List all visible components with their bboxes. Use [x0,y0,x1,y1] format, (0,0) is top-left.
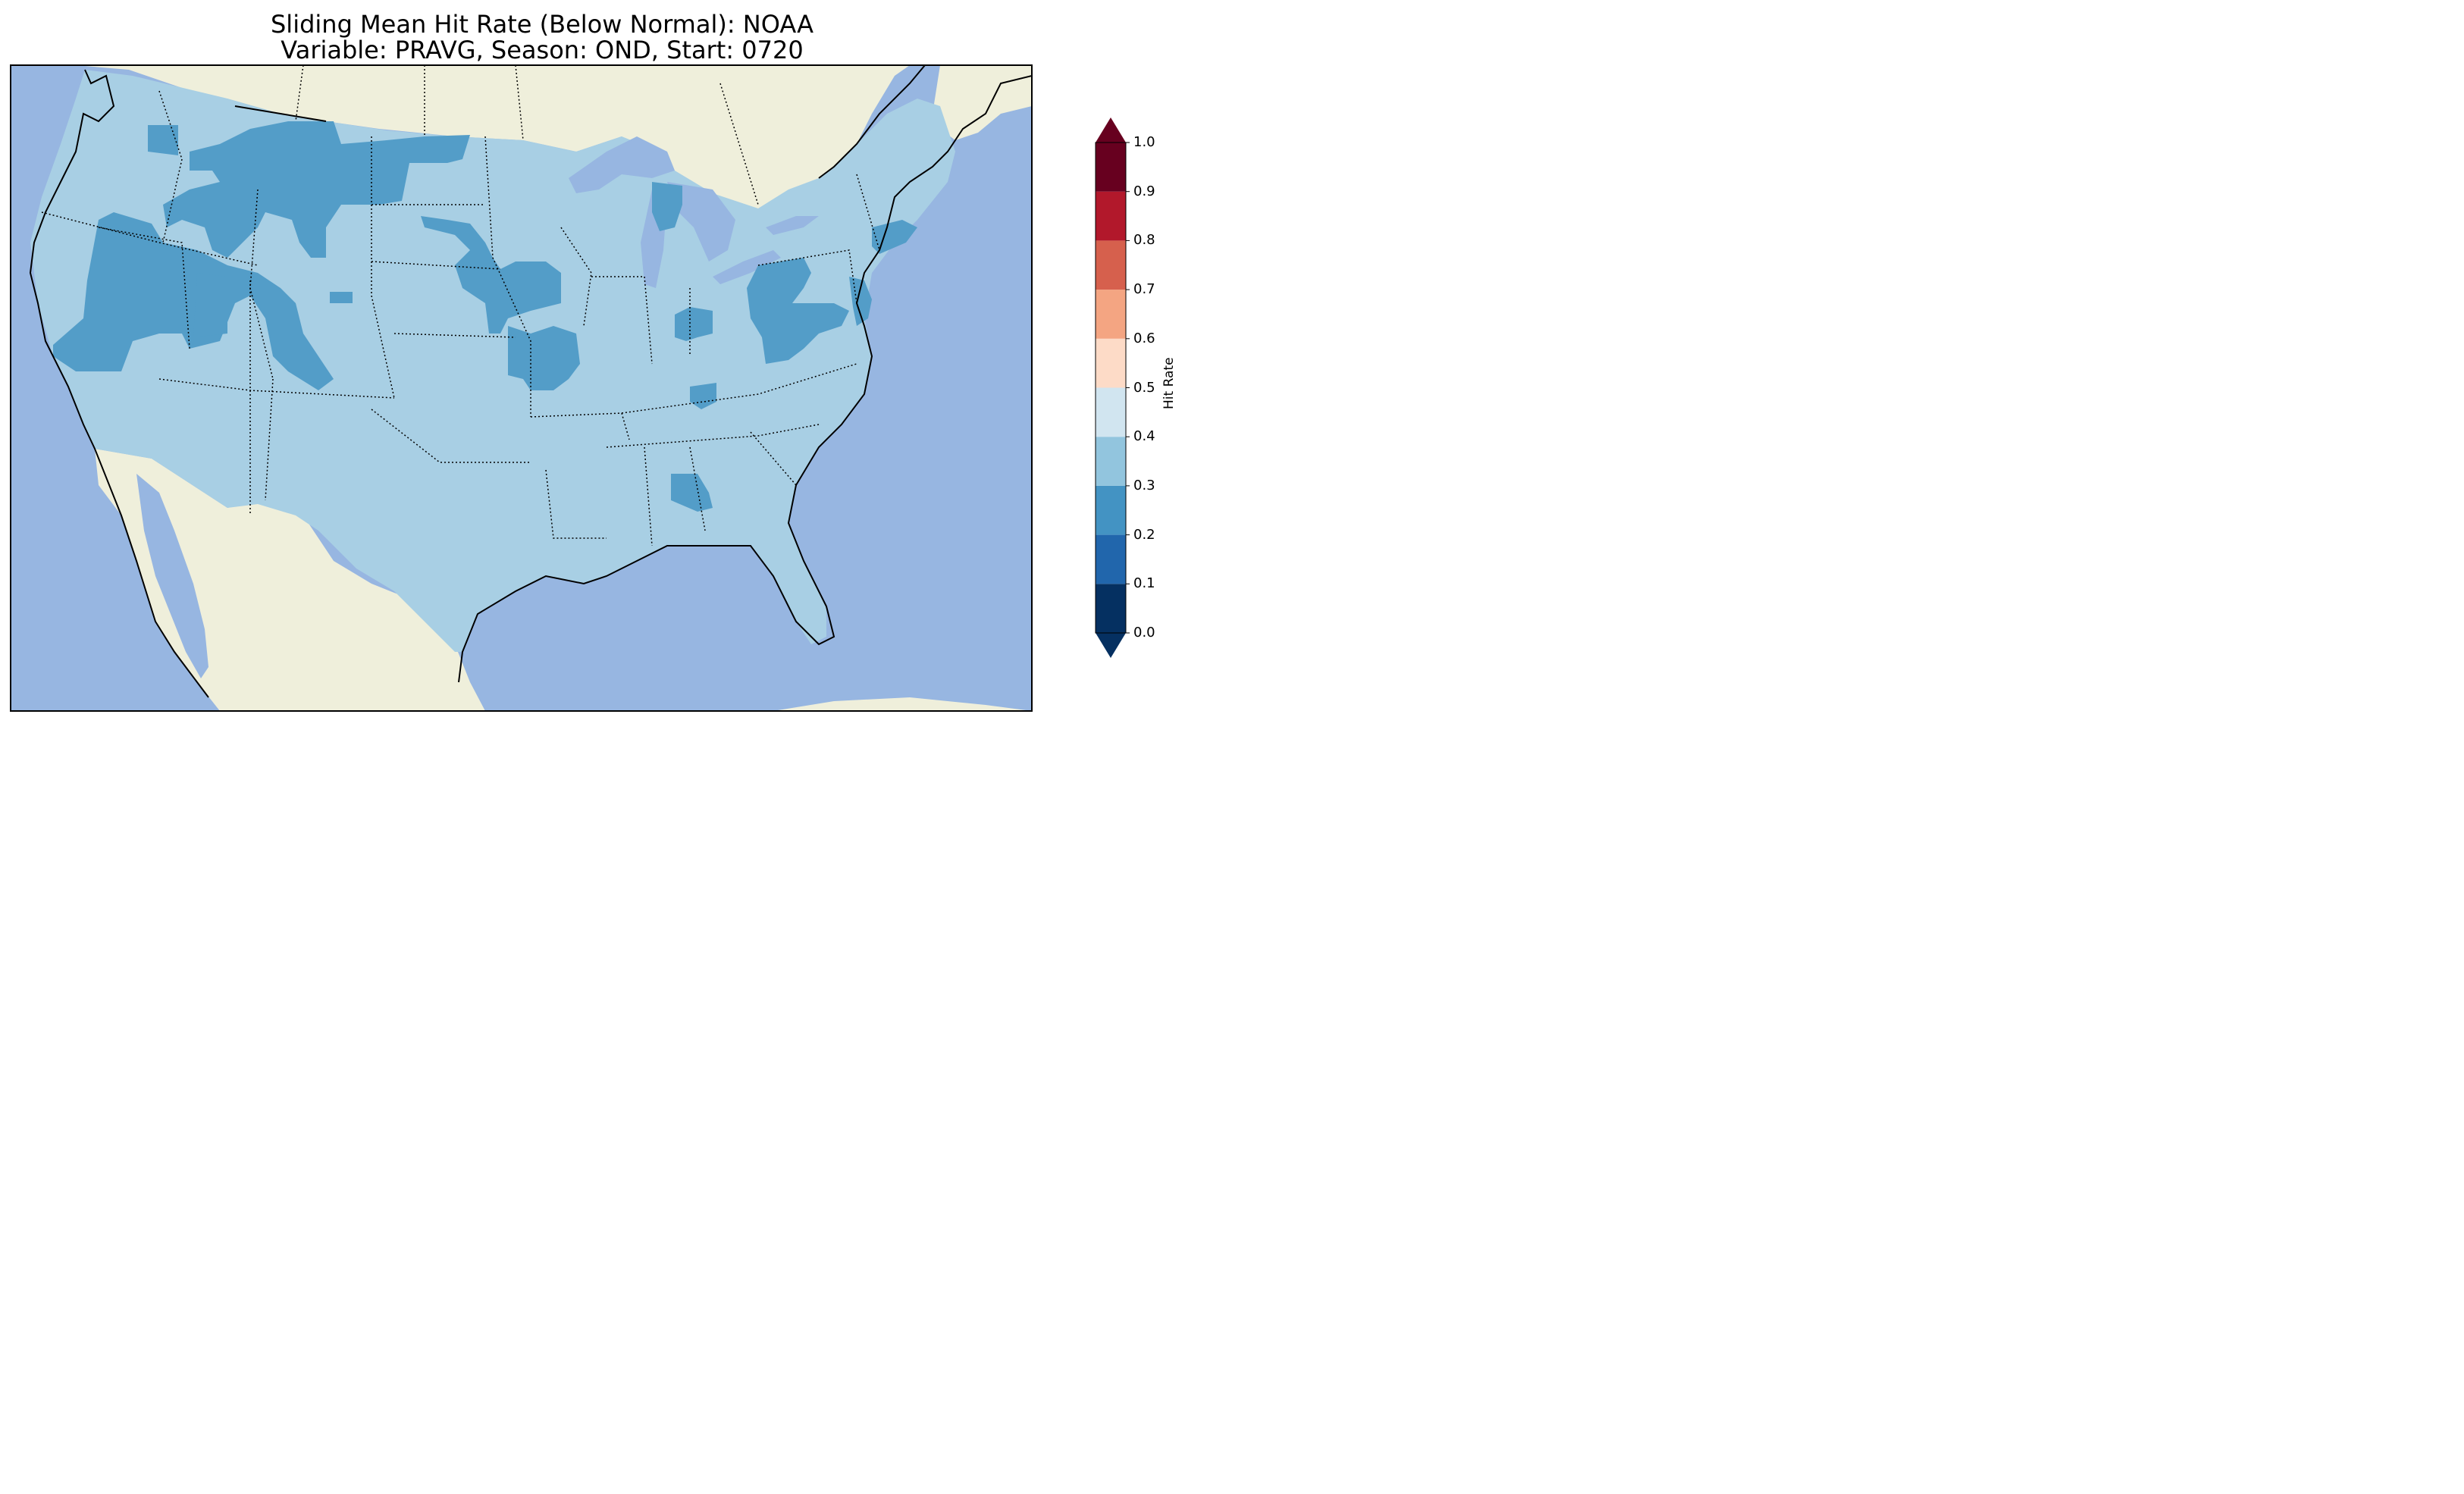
region-new-jersey [849,277,872,326]
region-utah-patch [193,273,227,337]
colorbar-bin-0.3-0.4 [1096,437,1126,486]
colorbar-bin-0.7-0.8 [1096,240,1126,290]
colorbar-bin-0.1-0.2 [1096,534,1126,584]
region-pennsylvania [747,258,849,364]
colorbar-tick-label: 0.0 [1133,625,1155,641]
lake-huron [667,182,735,262]
colorbar-frame [1095,142,1127,634]
colorbar-tick-label: 0.6 [1133,330,1155,346]
colorbar-bin-0.2-0.3 [1096,485,1126,535]
lake-ontario [766,216,819,235]
lake-superior [569,136,675,193]
colorbar-tick-label: 0.9 [1133,183,1155,199]
colorbar-label: Hit Rate [1161,357,1177,409]
region-ohio-patch [675,307,713,341]
colorbar-bin-0.0-0.1 [1096,584,1126,633]
colorbar-bin-0.5-0.6 [1096,338,1126,388]
colorbar-bin-0.6-0.7 [1096,290,1126,339]
region-new-england [872,220,917,254]
lake-erie [713,250,781,284]
state-borders [41,65,880,547]
region-alabama [671,474,713,512]
colorbar-tick-label: 0.7 [1133,281,1155,298]
colorbar-tick-label: 0.1 [1133,575,1155,592]
colorbar-extend-min [1096,633,1126,658]
colorbar [1095,117,1130,658]
region-michigan-patch [652,182,682,231]
region-kentucky-patch [690,383,716,409]
map-frame [10,64,1033,712]
us-map [10,64,1033,712]
cuba-land [773,697,1032,711]
colorbar-bin-0.4-0.5 [1096,387,1126,437]
maritimes-land [933,65,1032,140]
colorbar-tick-label: 0.3 [1133,477,1155,493]
map-title-line-2: Variable: PRAVG, Season: OND, Start: 072… [281,36,804,64]
region-montana [163,121,470,258]
region-great-basin [53,212,334,390]
colorbar-bin-0.9-1.0 [1096,143,1126,192]
colorbar-extend-max [1096,117,1126,143]
map-title-line-1: Sliding Mean Hit Rate (Below Normal): NO… [270,10,814,39]
region-idaho-patch [148,125,178,155]
region-colorado-patch [330,292,353,303]
colorbar-tick-label: 0.8 [1133,232,1155,249]
hit-rate-0-2-regions [53,121,917,512]
region-kansas [508,326,580,390]
colorbar-tick-label: 1.0 [1133,134,1155,150]
colorbar-tick-label: 0.2 [1133,526,1155,543]
colorbar-bin-0.8-0.9 [1096,191,1126,241]
region-dakotas [421,216,561,334]
gulf-of-california [136,474,208,678]
coastlines [29,65,1032,698]
colorbar-tick-label: 0.5 [1133,379,1155,396]
colorbar-tick-label: 0.4 [1133,428,1155,445]
